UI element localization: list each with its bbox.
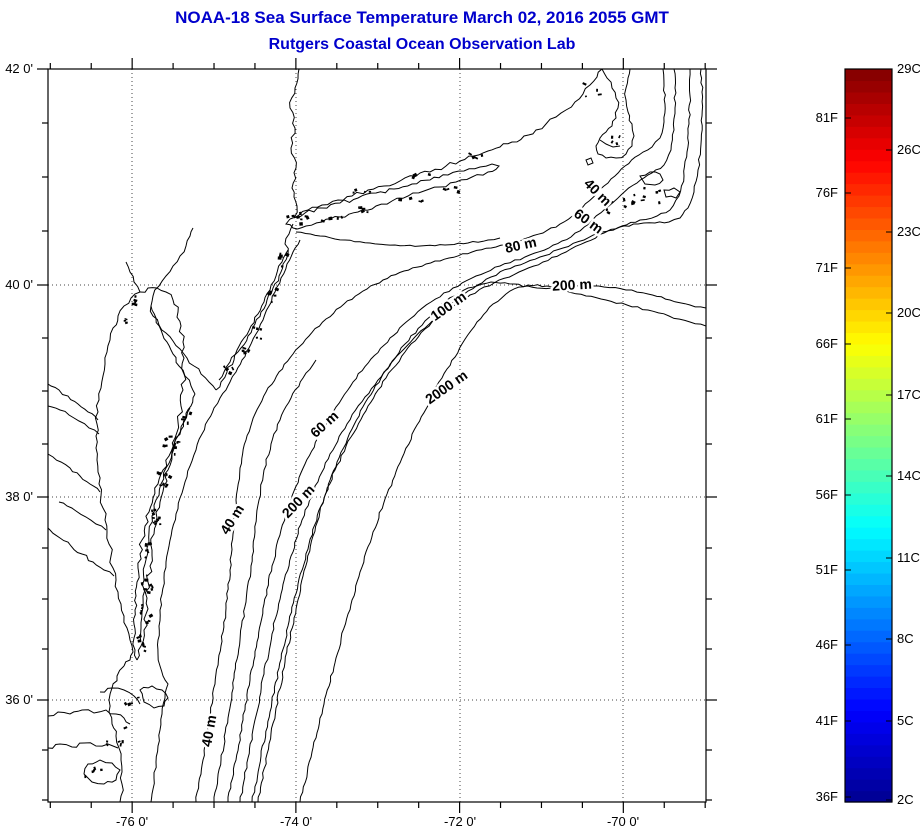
x-axis-tick-label: -70 0' <box>607 814 639 829</box>
colorbar-celsius-label: 26C <box>897 142 920 157</box>
depth-contour-label: 2000 m <box>422 367 470 407</box>
depth-contour-label: 200 m <box>279 481 318 521</box>
y-axis-tick-label: 40 0' <box>5 277 33 292</box>
coastline-and-contours <box>48 69 706 802</box>
colorbar: 81F 76F 71F 66F 61F 56F 51F 46F 41F 36F 29C 26C 23C 2… <box>816 61 920 807</box>
y-axis-tick-label: 42 0' <box>5 61 33 76</box>
plot-subtitle: Rutgers Coastal Ocean Observation Lab <box>268 36 576 53</box>
colorbar-celsius-label: 14C <box>897 468 920 483</box>
axis-tick-labels: -76 0' -74 0' -72 0' -70 0' 42 0' 40 0' 38 0' 3… <box>5 61 639 829</box>
colorbar-fahrenheit-label: 66F <box>816 336 838 351</box>
colorbar-celsius-label: 11C <box>897 550 920 565</box>
colorbar-fahrenheit-label: 46F <box>816 637 838 652</box>
colorbar-fahrenheit-label: 36F <box>816 789 838 804</box>
colorbar-fahrenheit-label: 61F <box>816 411 838 426</box>
colorbar-celsius-label: 20C <box>897 305 920 320</box>
plot-title: NOAA-18 Sea Surface Temperature March 02… <box>175 8 669 27</box>
map-axes <box>37 58 717 813</box>
colorbar-celsius-label: 2C <box>897 792 914 807</box>
x-axis-tick-label: -74 0' <box>280 814 312 829</box>
depth-contour-label: 40 m <box>217 502 247 538</box>
colorbar-fahrenheit-label: 56F <box>816 487 838 502</box>
colorbar-celsius-label: 8C <box>897 631 914 646</box>
colorbar-fahrenheit-label: 71F <box>816 260 838 275</box>
colorbar-fahrenheit-label: 81F <box>816 110 838 125</box>
colorbar-celsius-label: 23C <box>897 224 920 239</box>
x-axis-tick-label: -76 0' <box>116 814 148 829</box>
y-axis-tick-label: 38 0' <box>5 489 33 504</box>
depth-contour-label: 200 m <box>552 276 592 294</box>
colorbar-fahrenheit-label: 51F <box>816 562 838 577</box>
colorbar-celsius-label: 5C <box>897 713 914 728</box>
colorbar-fahrenheit-label: 41F <box>816 713 838 728</box>
colorbar-celsius-label: 17C <box>897 387 920 402</box>
colorbar-celsius-label: 29C <box>897 61 920 76</box>
depth-contour-label: 80 m <box>503 234 538 256</box>
depth-contour-label: 100 m <box>427 288 469 324</box>
depth-contour-label: 60 m <box>307 407 341 440</box>
depth-contour-label: 40 m <box>198 714 219 748</box>
colorbar-fahrenheit-label: 76F <box>816 185 838 200</box>
x-axis-tick-label: -72 0' <box>444 814 476 829</box>
graticule-gridlines <box>48 69 706 802</box>
y-axis-tick-label: 36 0' <box>5 692 33 707</box>
marsh-specks <box>84 82 662 779</box>
